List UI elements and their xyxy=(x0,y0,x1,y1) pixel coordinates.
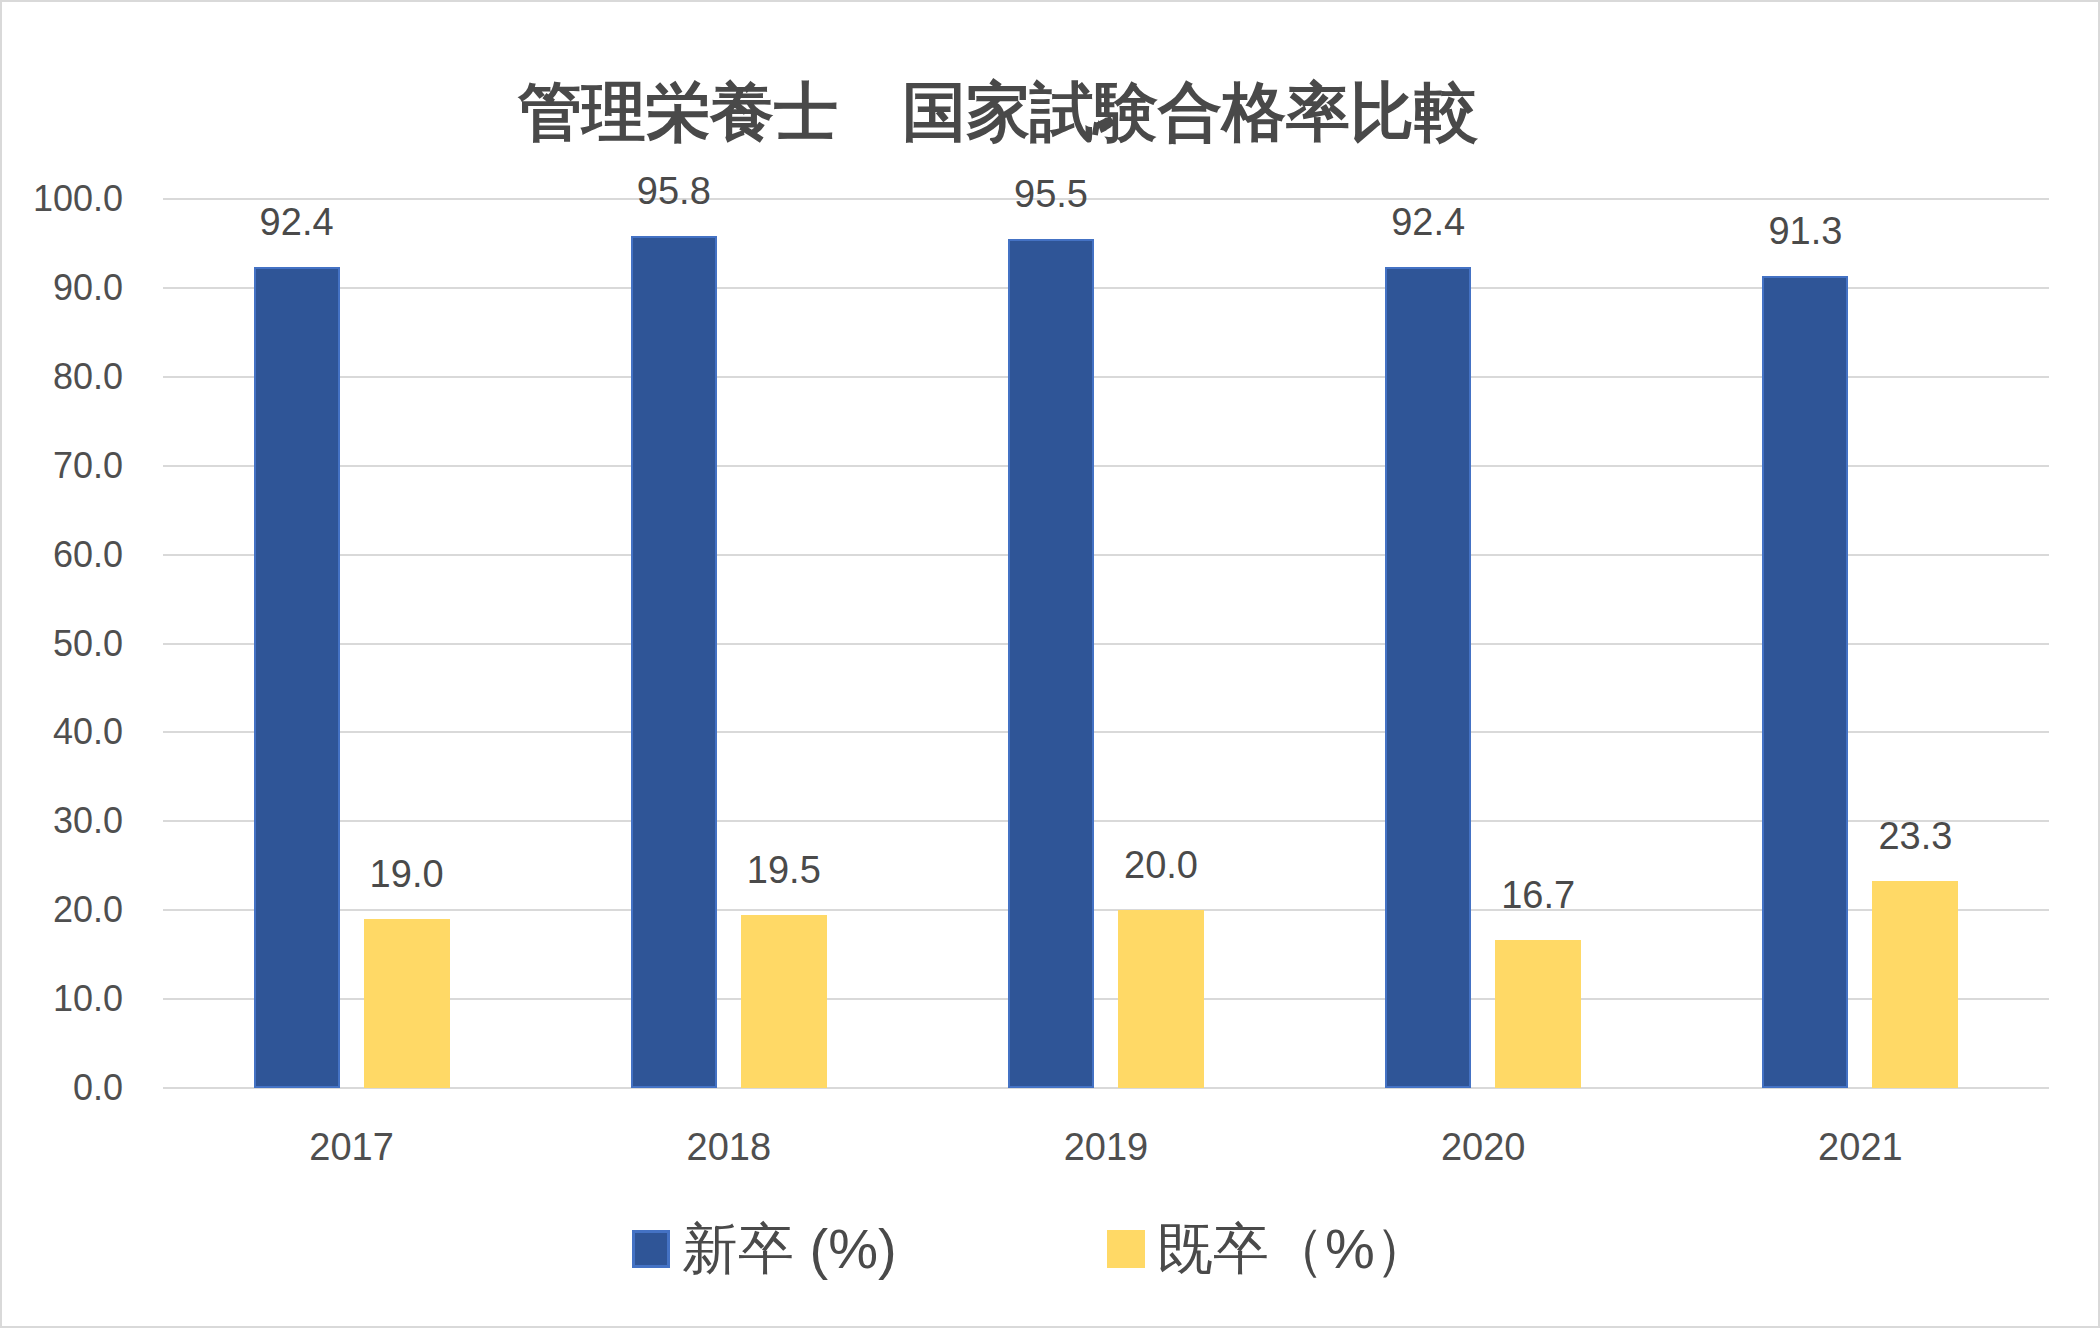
data-label: 19.5 xyxy=(704,851,864,889)
data-label: 23.3 xyxy=(1835,817,1995,855)
legend-item: 新卒 (%) xyxy=(632,1227,897,1271)
y-tick-label: 80.0 xyxy=(0,358,123,396)
plot-area: 92.419.095.819.595.520.092.416.791.323.3 xyxy=(163,199,2049,1088)
y-tick-label: 10.0 xyxy=(0,980,123,1018)
data-label: 19.0 xyxy=(327,855,487,893)
bar-2018-series0 xyxy=(631,236,717,1088)
bar-2020-series0 xyxy=(1385,267,1471,1088)
x-tick-label: 2018 xyxy=(609,1127,849,1167)
data-label: 92.4 xyxy=(217,203,377,241)
y-tick-label: 20.0 xyxy=(0,891,123,929)
legend-swatch-series0 xyxy=(632,1230,670,1268)
y-tick-label: 50.0 xyxy=(0,625,123,663)
data-label: 92.4 xyxy=(1348,203,1508,241)
bar-2019-series1 xyxy=(1118,910,1204,1088)
bar-2019-series0 xyxy=(1008,239,1094,1088)
y-tick-label: 40.0 xyxy=(0,713,123,751)
bar-2021-series1 xyxy=(1872,881,1958,1088)
x-tick-label: 2019 xyxy=(986,1127,1226,1167)
chart-title: 管理栄養士 国家試験合格率比較 xyxy=(518,80,1478,144)
y-tick-label: 70.0 xyxy=(0,447,123,485)
bar-2017-series1 xyxy=(364,919,450,1088)
y-tick-label: 0.0 xyxy=(0,1069,123,1107)
bar-2018-series1 xyxy=(741,915,827,1088)
data-label: 95.8 xyxy=(594,172,754,210)
x-tick-label: 2021 xyxy=(1740,1127,1980,1167)
data-label: 95.5 xyxy=(971,175,1131,213)
y-tick-label: 100.0 xyxy=(0,180,123,218)
data-label: 16.7 xyxy=(1458,876,1618,914)
data-label: 20.0 xyxy=(1081,846,1241,884)
legend-label: 新卒 (%) xyxy=(682,1227,897,1271)
bar-2021-series0 xyxy=(1762,276,1848,1088)
legend-label: 既卒（%） xyxy=(1157,1227,1431,1271)
x-tick-label: 2017 xyxy=(232,1127,472,1167)
legend-item: 既卒（%） xyxy=(1107,1227,1431,1271)
bar-2017-series0 xyxy=(254,267,340,1088)
bar-2020-series1 xyxy=(1495,940,1581,1088)
x-tick-label: 2020 xyxy=(1363,1127,1603,1167)
y-tick-label: 60.0 xyxy=(0,536,123,574)
data-label: 91.3 xyxy=(1725,212,1885,250)
legend-swatch-series1 xyxy=(1107,1230,1145,1268)
y-tick-label: 90.0 xyxy=(0,269,123,307)
y-tick-label: 30.0 xyxy=(0,802,123,840)
